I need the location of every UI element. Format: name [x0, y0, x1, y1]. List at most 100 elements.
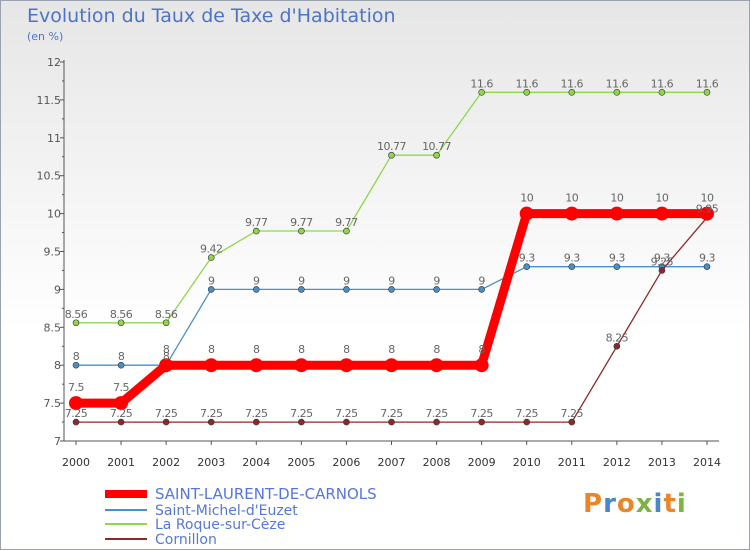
data-point [613, 342, 621, 350]
x-tick-label: 2000 [62, 456, 90, 469]
data-label: 9 [298, 274, 305, 287]
data-label: 8 [118, 350, 125, 363]
data-label: 9.3 [519, 252, 535, 265]
data-label: 11.6 [606, 77, 629, 90]
data-point [654, 206, 669, 221]
data-label: 9 [208, 274, 215, 287]
data-label: 7.25 [65, 407, 88, 420]
y-tick-label: 8.5 [44, 321, 62, 334]
data-point [658, 89, 666, 96]
data-point [388, 286, 395, 293]
data-point [117, 418, 125, 426]
data-label: 8 [163, 343, 170, 356]
y-tick-label: 11.5 [37, 94, 62, 107]
data-point [252, 227, 260, 235]
data-point [72, 319, 80, 327]
data-point [564, 206, 579, 221]
data-point [703, 263, 711, 270]
data-label: 9.3 [564, 252, 580, 265]
data-point [294, 358, 309, 373]
legend-label: SAINT-LAURENT-DE-CARNOLS [155, 485, 377, 503]
data-point [433, 151, 440, 159]
data-point [523, 418, 531, 426]
data-point [568, 263, 576, 270]
x-tick-label: 2009 [468, 456, 496, 469]
data-point [703, 89, 711, 96]
data-label: 9 [478, 274, 485, 287]
data-label: 9.95 [696, 202, 719, 215]
data-point [298, 418, 305, 426]
data-label: 8 [388, 343, 395, 356]
data-point [568, 89, 576, 96]
data-label: 7.25 [425, 407, 448, 420]
data-point [613, 89, 621, 96]
x-tick-label: 2012 [603, 456, 631, 469]
data-point [162, 319, 170, 327]
data-label: 8 [478, 343, 485, 356]
data-label: 11.6 [561, 77, 584, 90]
data-point [339, 358, 354, 373]
axes: 7 7.5 8 8.5 9 9.5 10 10.5 11 11.5 12 2000 2001 2002 20… [37, 56, 722, 469]
data-point [388, 418, 395, 426]
data-point [298, 286, 305, 293]
x-tick-label: 2001 [107, 456, 135, 469]
chart-title: Evolution du Taux de Taxe d'Habitation [27, 5, 396, 27]
data-label: 9 [433, 274, 440, 287]
data-label: 11.6 [515, 77, 538, 90]
data-point [298, 227, 305, 235]
data-label: 7.25 [515, 407, 538, 420]
data-label: 8 [73, 350, 80, 363]
data-label: 7.25 [335, 407, 358, 420]
data-label: 8.25 [606, 331, 629, 344]
logo-letter: i [653, 489, 664, 519]
data-point [613, 263, 621, 270]
data-point [388, 151, 395, 159]
chart-subtitle: (en %) [27, 30, 64, 43]
data-label: 9.77 [290, 216, 313, 229]
logo-letter: i [676, 489, 687, 519]
x-tick-label: 2004 [242, 456, 270, 469]
y-tick-label: 12 [47, 56, 61, 69]
y-tick-label: 8 [54, 359, 61, 372]
data-point [159, 358, 174, 373]
data-label: 9 [343, 274, 350, 287]
data-label: 7.25 [245, 407, 268, 420]
data-point [658, 267, 666, 274]
data-label: 7.25 [110, 407, 133, 420]
data-label: 10 [701, 192, 714, 205]
series-lines [69, 89, 714, 426]
data-point [252, 286, 260, 293]
data-point [433, 286, 440, 293]
data-label: 8 [433, 343, 440, 356]
data-point [343, 286, 350, 293]
data-label: 10 [565, 192, 578, 205]
x-tick-label: 2005 [287, 456, 315, 469]
data-label: 11.6 [470, 77, 493, 90]
data-label: 7.5 [68, 381, 84, 394]
legend-label: Saint-Michel-d'Euzet [155, 503, 298, 519]
data-label: 9.77 [245, 216, 268, 229]
data-label: 8 [253, 343, 260, 356]
data-label: 7.25 [155, 407, 178, 420]
logo-letter: x [635, 489, 654, 519]
data-label: 8 [163, 350, 170, 363]
data-point [72, 361, 80, 369]
data-point [204, 358, 219, 373]
logo-letter: r [603, 489, 617, 519]
x-tick-label: 2011 [558, 456, 586, 469]
y-tick-label: 9.5 [44, 246, 62, 259]
data-label: 8.56 [65, 308, 88, 321]
data-point [249, 358, 264, 373]
x-tick-label: 2003 [197, 456, 225, 469]
data-label: 10 [610, 192, 623, 205]
legend: SAINT-LAURENT-DE-CARNOLSSaint-Michel-d'E… [105, 485, 377, 548]
data-label: 7.25 [290, 407, 313, 420]
data-label: 7.25 [470, 407, 493, 420]
x-tick-label: 2006 [332, 456, 360, 469]
proxiti-logo: Proxiti [583, 489, 687, 519]
data-point [478, 418, 485, 426]
y-tick-label: 11 [47, 132, 61, 145]
data-label: 8 [298, 343, 305, 356]
